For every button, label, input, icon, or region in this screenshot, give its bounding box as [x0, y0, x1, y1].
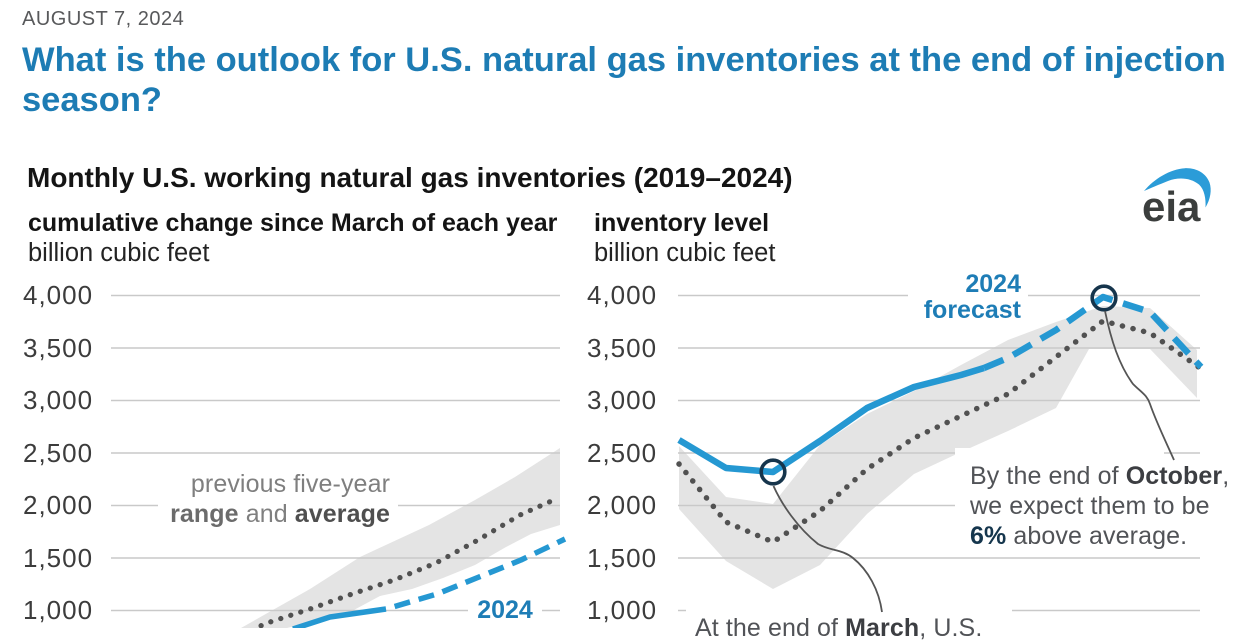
svg-text:eia: eia: [1142, 183, 1201, 230]
